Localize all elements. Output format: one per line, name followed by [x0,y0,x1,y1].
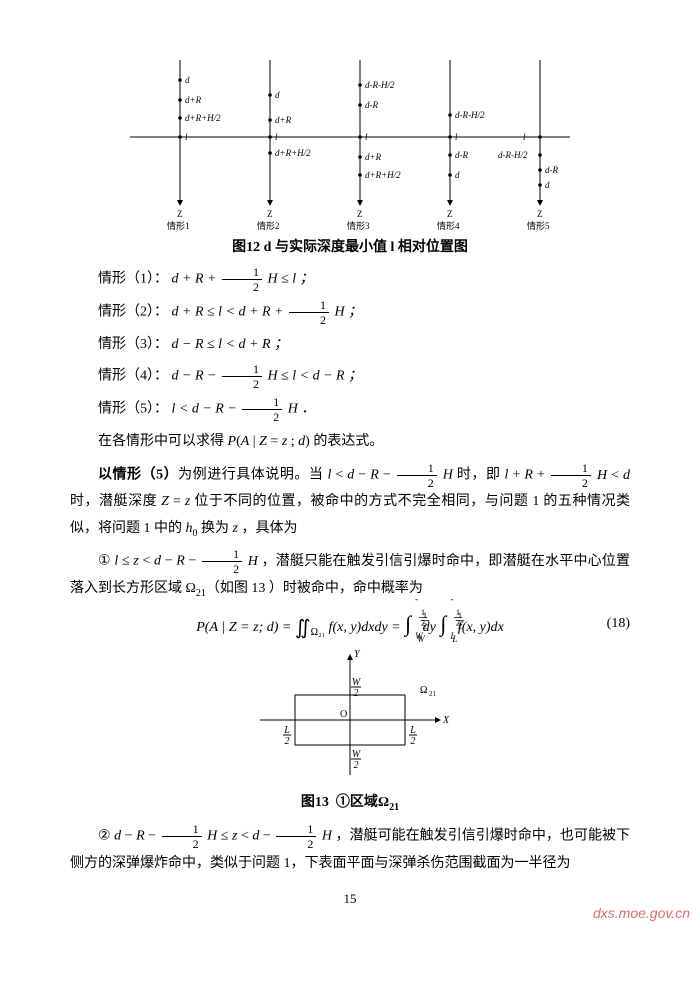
svg-text:Z: Z [537,209,543,219]
case5-label: 情形（5）： [98,402,168,417]
svg-text:d-R-H/2: d-R-H/2 [365,80,395,90]
fig13-cap-text: 图13 ①区域Ω [301,795,389,810]
para3-pre: ① l ≤ z < d − R − [98,554,200,569]
para2-b: H 时，即 l + R + [439,468,549,483]
svg-text:d-R-H/2: d-R-H/2 [455,110,485,120]
svg-text:L: L [409,725,416,736]
para-4: ② d − R − 12 H ≤ z < d − 12 H ，潜艇可能在触发引信… [70,823,630,877]
para-2: 以情形（5）为例进行具体说明。当 l < d − R − 12 H 时，即 l … [70,462,630,543]
svg-text:2: 2 [354,688,359,699]
equation-18: P(A | Z = z; d) = ∬Ω₂₁ f(x, y)dxdy = ∫12… [70,611,630,638]
svg-text:Z: Z [357,209,363,219]
svg-text:d+R+H/2: d+R+H/2 [185,113,221,123]
eq18-number: (18) [607,616,630,632]
para-1: 在各情形中可以求得 P(A | Z = z ; d) 的表达式。 [70,429,630,456]
svg-text:情形5: 情形5 [527,220,550,230]
svg-text:d-R-H/2: d-R-H/2 [498,150,528,160]
svg-text:d+R: d+R [365,152,382,162]
svg-text:21: 21 [429,690,437,698]
frac-8: 12 [162,823,202,850]
figure12-container: d d+R d+R+H/2 l Z 情形1 d d+R l d+R+H/2 Z … [70,55,630,230]
svg-text:d-R: d-R [455,150,468,160]
watermark: dxs.moe.gov.cn [593,905,690,921]
case3-label: 情形（3）： [98,337,168,352]
case-1: 情形（1）： d + R + 12 H ≤ l ； [70,266,630,293]
case5-math-pre: l < d − R − [172,402,241,417]
frac-3: 12 [222,363,262,390]
para4-pre: ② d − R − [98,829,160,844]
case2-math-post: H ； [331,305,362,320]
frac-7: 12 [202,548,242,575]
svg-text:d: d [455,170,460,180]
svg-text:d: d [275,90,280,100]
svg-text:d-R: d-R [545,165,558,175]
svg-text:d: d [545,180,550,190]
para2-a: 为例进行具体说明。当 l < d − R − [178,468,395,483]
svg-text:O: O [340,709,347,720]
svg-text:Ω: Ω [420,685,427,696]
svg-text:d+R+H/2: d+R+H/2 [275,148,311,158]
para4-mid: H ≤ z < d − [204,829,275,844]
frac-1: 12 [222,266,262,293]
svg-text:情形1: 情形1 [167,220,190,230]
svg-text:Z: Z [447,209,453,219]
case-2: 情形（2）： d + R ≤ l < d + R + 12 H ； [70,299,630,326]
case4-math-pre: d − R − [172,369,220,384]
svg-text:2: 2 [354,760,359,771]
figure13-container: X Y O W2 W2 L2 L2 Ω21 [70,645,630,785]
svg-text:d-R: d-R [365,100,378,110]
case1-label: 情形（1）： [98,272,168,287]
figure12-caption: 图12 d 与实际深度最小值 l 相对位置图 [70,236,630,256]
svg-text:d: d [185,75,190,85]
case1-math-pre: d + R + [172,272,220,287]
frac-2: 12 [289,299,329,326]
case5-math-post: H ． [284,402,315,417]
case-3: 情形（3）： d − R ≤ l < d + R ； [70,332,630,357]
svg-text:情形2: 情形2 [257,220,280,230]
svg-text:X: X [442,715,450,726]
frac-4: 12 [242,396,282,423]
case1-math-post: H ≤ l ； [264,272,314,287]
para1-text: 在各情形中可以求得 P(A | Z = z ; d) 的表达式。 [98,434,383,449]
frac-9: 12 [276,823,316,850]
svg-text:L: L [283,725,290,736]
svg-text:W: W [352,749,362,760]
figure13-caption: 图13 ①区域Ω21 [70,791,630,813]
case2-math-pre: d + R ≤ l < d + R + [172,305,287,320]
case-5: 情形（5）： l < d − R − 12 H ． [70,396,630,423]
case4-label: 情形（4）： [98,369,168,384]
svg-text:Z: Z [177,209,183,219]
svg-text:W: W [352,677,362,688]
case3-math: d − R ≤ l < d + R ； [172,337,289,352]
para-3: ① l ≤ z < d − R − 12 H ，潜艇只能在触发引信引爆时命中，即… [70,548,630,602]
svg-text:d+R: d+R [185,95,202,105]
svg-text:Z: Z [267,209,273,219]
case4-math-post: H ≤ l < d − R ； [264,369,362,384]
page-number: 15 [70,891,630,907]
frac-5: 12 [397,462,437,489]
svg-text:d+R+H/2: d+R+H/2 [365,170,401,180]
fig13-cap-sub: 21 [389,802,399,813]
svg-text:2: 2 [285,736,290,747]
svg-text:情形4: 情形4 [437,220,460,230]
case2-label: 情形（2）： [98,305,168,320]
svg-text:2: 2 [411,736,416,747]
figure13-svg: X Y O W2 W2 L2 L2 Ω21 [240,645,460,785]
frac-6: 12 [551,462,591,489]
svg-text:Y: Y [354,649,361,660]
page-root: d d+R d+R+H/2 l Z 情形1 d d+R l d+R+H/2 Z … [0,0,700,927]
figure12-svg: d d+R d+R+H/2 l Z 情形1 d d+R l d+R+H/2 Z … [120,55,580,230]
svg-text:d+R: d+R [275,115,292,125]
para2-pre: 以情形（5） [98,468,178,483]
svg-text:情形3: 情形3 [347,220,370,230]
case-4: 情形（4）： d − R − 12 H ≤ l < d − R ； [70,363,630,390]
eq18-content: P(A | Z = z; d) = ∬Ω₂₁ f(x, y)dxdy = ∫12… [196,611,504,638]
